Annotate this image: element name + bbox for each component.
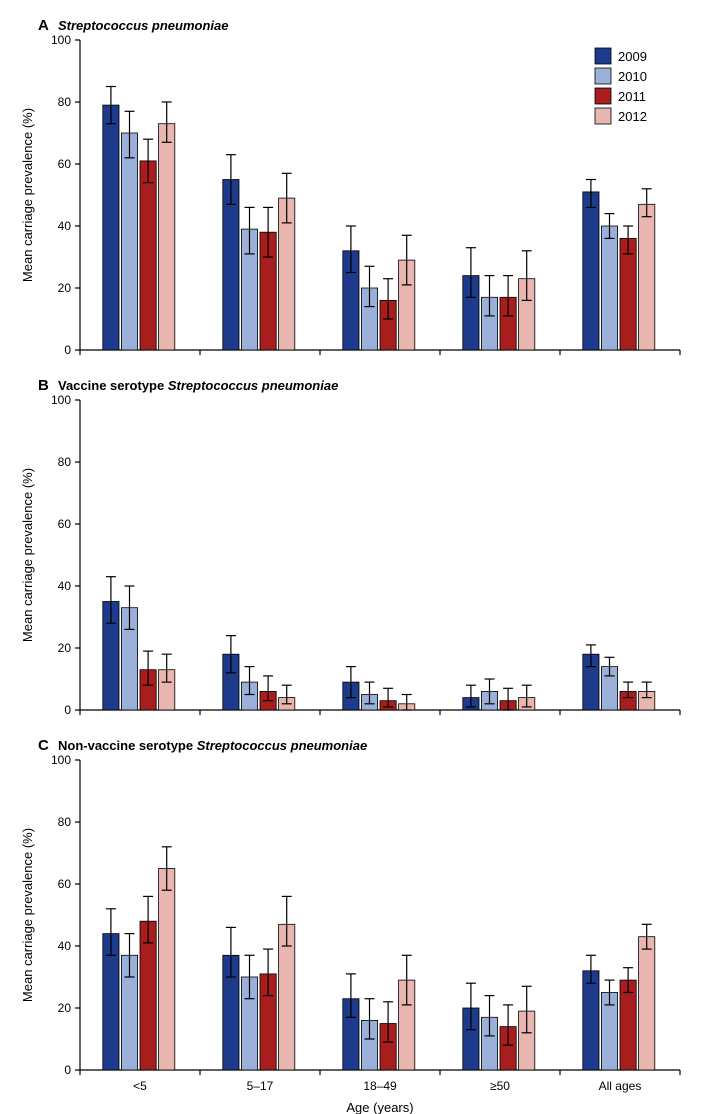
- bar: [601, 226, 617, 350]
- legend-label: 2010: [618, 69, 647, 84]
- panel-title: Vaccine serotype Streptococcus pneumonia…: [58, 378, 338, 393]
- bar: [583, 971, 599, 1070]
- bar: [103, 105, 119, 350]
- y-tick-label: 20: [58, 1001, 72, 1015]
- y-tick-label: 0: [64, 1063, 71, 1077]
- panel-title: Streptococcus pneumoniae: [58, 18, 228, 33]
- x-axis-label: Age (years): [346, 1100, 413, 1114]
- y-tick-label: 60: [58, 517, 72, 531]
- bar: [620, 238, 636, 350]
- panel-B: B Vaccine serotype Streptococcus pneumoni…: [20, 377, 680, 717]
- bar: [639, 937, 655, 1070]
- y-tick-label: 60: [58, 877, 72, 891]
- bar: [583, 192, 599, 350]
- legend-swatch: [595, 48, 611, 64]
- panel-label: B: [38, 377, 49, 394]
- legend-label: 2012: [618, 109, 647, 124]
- bar: [620, 980, 636, 1070]
- legend: 2009 2010 2011 2012: [595, 48, 647, 124]
- y-axis-label: Mean carriage prevalence (%): [20, 108, 35, 282]
- bar: [140, 161, 156, 350]
- y-tick-label: 80: [58, 815, 72, 829]
- bar: [159, 124, 175, 350]
- x-tick-label: 5–17: [247, 1079, 274, 1093]
- y-tick-label: 0: [64, 343, 71, 357]
- y-tick-label: 80: [58, 455, 72, 469]
- y-axis-label: Mean carriage prevalence (%): [20, 468, 35, 642]
- panel-label: C: [38, 737, 49, 754]
- x-tick-label: ≥50: [490, 1079, 510, 1093]
- panel-C: C Non-vaccine serotype Streptococcus pneu…: [20, 737, 680, 1077]
- y-tick-label: 40: [58, 579, 72, 593]
- y-axis-label: Mean carriage prevalence (%): [20, 828, 35, 1002]
- x-tick-label: <5: [133, 1079, 147, 1093]
- y-tick-label: 0: [64, 703, 71, 717]
- bar: [639, 204, 655, 350]
- panel-title: Non-vaccine serotype Streptococcus pneum…: [58, 738, 367, 753]
- legend-label: 2009: [618, 49, 647, 64]
- bar: [140, 921, 156, 1070]
- legend-swatch: [595, 68, 611, 84]
- y-tick-label: 80: [58, 95, 72, 109]
- y-tick-label: 40: [58, 939, 72, 953]
- x-tick-label: 18–49: [363, 1079, 397, 1093]
- x-tick-label: All ages: [599, 1079, 642, 1093]
- y-tick-label: 100: [51, 753, 71, 767]
- panel-A: A Streptococcus pneumoniae 0 20 40 60 80 100 Mea…: [20, 17, 680, 357]
- legend-swatch: [595, 88, 611, 104]
- panel-label: A: [38, 17, 49, 34]
- legend-swatch: [595, 108, 611, 124]
- y-tick-label: 100: [51, 33, 71, 47]
- bar: [223, 180, 239, 351]
- legend-label: 2011: [618, 89, 646, 104]
- y-tick-label: 60: [58, 157, 72, 171]
- y-tick-label: 20: [58, 281, 72, 295]
- y-tick-label: 20: [58, 641, 72, 655]
- bar: [159, 869, 175, 1071]
- bar: [121, 133, 137, 350]
- y-tick-label: 40: [58, 219, 72, 233]
- y-tick-label: 100: [51, 393, 71, 407]
